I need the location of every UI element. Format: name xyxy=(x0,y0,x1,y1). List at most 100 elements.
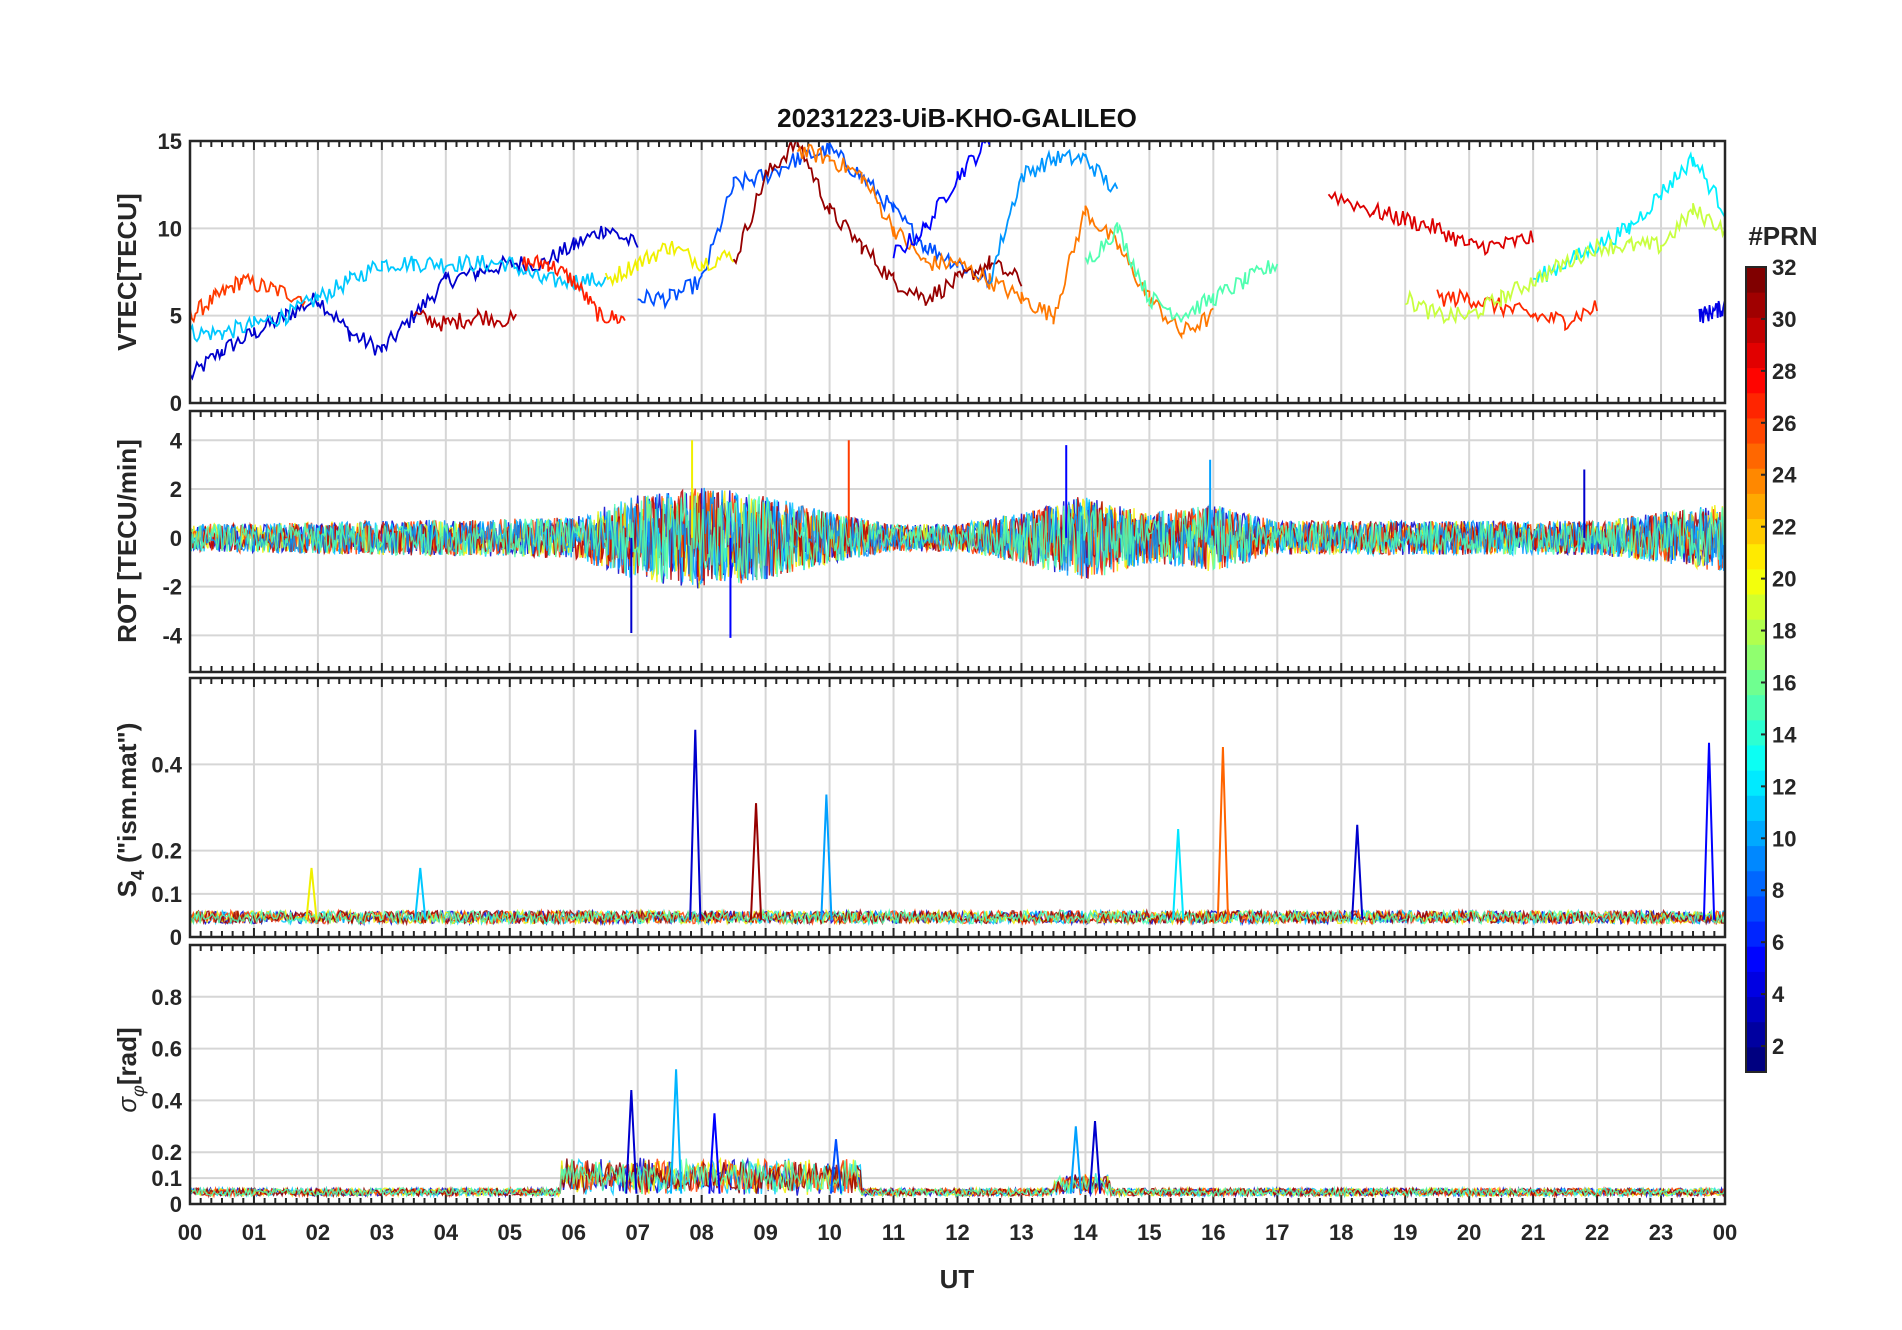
sigma-phi-panel: 00.10.2 0.4 0.6 0.8 00 01 02 03 04 05 06 07 08 09 10 11… xyxy=(151,943,1737,1245)
vtec-series-line xyxy=(604,240,735,287)
x-tick-label: 17 xyxy=(1265,1220,1289,1245)
s4-spike xyxy=(1351,824,1364,920)
vtec-series-line xyxy=(892,141,991,259)
x-tick-label: 09 xyxy=(753,1220,777,1245)
colorbar-tick-label: 14 xyxy=(1772,722,1797,747)
x-tick-label: 13 xyxy=(1009,1220,1033,1245)
colorbar-tick-label: 16 xyxy=(1772,670,1796,695)
sigma-label-main: σ xyxy=(112,1096,142,1113)
x-tick-label: 15 xyxy=(1137,1220,1161,1245)
x-tick-label: 00 xyxy=(1713,1220,1737,1245)
s4-spike xyxy=(820,794,833,920)
panel-frame xyxy=(188,409,1727,674)
vtec-series-line xyxy=(1698,300,1725,324)
y-tick-label: 0 xyxy=(170,526,182,551)
y-tick-label: 0 xyxy=(170,925,182,950)
x-tick-label: 07 xyxy=(625,1220,649,1245)
colorbar-tick-label: 10 xyxy=(1772,826,1796,851)
vtec-series-line xyxy=(1436,287,1598,332)
y-tick-label: 0.1 xyxy=(151,882,182,907)
x-tick-label: 21 xyxy=(1521,1220,1545,1245)
s4-label-sub: 4 xyxy=(128,870,148,880)
colorbar-segment xyxy=(1746,594,1766,620)
s4-spike xyxy=(749,803,763,920)
s4-label-rest: ("ism.mat") xyxy=(112,723,142,870)
rot-series-line xyxy=(190,488,1725,586)
s4-spike xyxy=(1702,742,1716,920)
panel-frame xyxy=(188,943,1727,1206)
s4-spike xyxy=(1216,747,1230,920)
sigma-spike xyxy=(829,1139,843,1194)
colorbar-segment xyxy=(1746,543,1766,570)
y-tick-label: 0.2 xyxy=(151,839,182,864)
colorbar-segment xyxy=(1746,568,1766,595)
colorbar-segment xyxy=(1746,468,1766,494)
y-tick-label: 5 xyxy=(170,304,182,329)
x-tick-label: 00 xyxy=(178,1220,202,1245)
x-tick-label: 01 xyxy=(242,1220,266,1245)
s4-panel: 0 0.1 0.2 0.4 xyxy=(151,676,1727,950)
colorbar-segment xyxy=(1746,443,1766,469)
colorbar-segment xyxy=(1746,694,1766,721)
colorbar-segment xyxy=(1746,996,1766,1023)
colorbar-tick-label: 30 xyxy=(1772,307,1796,332)
colorbar-tick-label: 20 xyxy=(1772,567,1796,592)
panel-frame xyxy=(188,676,1727,939)
colorbar-tick-label: 22 xyxy=(1772,515,1796,540)
colorbar-tick-label: 26 xyxy=(1772,411,1796,436)
vtec-series-line xyxy=(1084,222,1279,323)
vtec-series-line xyxy=(1327,190,1534,256)
sigma-spike xyxy=(708,1113,721,1194)
y-tick-label: 0.4 xyxy=(151,752,182,777)
colorbar-tick-label: 8 xyxy=(1772,878,1784,903)
colorbar-segment xyxy=(1746,267,1766,293)
sigma-spike xyxy=(625,1089,638,1194)
y-tick-label: 0.4 xyxy=(151,1088,182,1113)
panel-frame xyxy=(188,139,1727,405)
sigma-spike xyxy=(1069,1126,1082,1194)
y-tick-label: -2 xyxy=(162,575,182,600)
y-tick-label: 2 xyxy=(170,477,182,502)
y-tick-label: 0.6 xyxy=(151,1037,182,1062)
vtec-series-line xyxy=(190,272,306,324)
sigma-label-sub: φ xyxy=(128,1085,148,1097)
colorbar-segment xyxy=(1746,342,1766,369)
colorbar-segment xyxy=(1746,367,1766,394)
vtec-series-line xyxy=(637,142,991,310)
x-tick-label: 14 xyxy=(1073,1220,1098,1245)
colorbar-segment xyxy=(1746,518,1766,545)
s4-spike xyxy=(1172,829,1185,920)
y-tick-label: 4 xyxy=(170,428,183,453)
vtec-series-line xyxy=(413,307,517,332)
sigma-spike xyxy=(1088,1121,1102,1194)
colorbar-segment xyxy=(1746,946,1766,972)
colorbar-label: #PRN xyxy=(1748,221,1817,251)
colorbar-tick-label: 18 xyxy=(1772,619,1796,644)
y-tick-label: 0 xyxy=(170,391,182,416)
rot-series-line xyxy=(190,491,1725,583)
vtec-series-line xyxy=(521,254,626,325)
colorbar-frame xyxy=(1745,266,1767,1073)
sigma-series-line xyxy=(190,1158,1725,1199)
x-tick-label: 05 xyxy=(498,1220,522,1245)
x-tick-label: 12 xyxy=(945,1220,969,1245)
x-tick-label: 18 xyxy=(1329,1220,1353,1245)
s4-spike xyxy=(689,729,702,920)
colorbar-segment xyxy=(1746,644,1766,670)
vtec-y-axis-label: VTEC[TECU] xyxy=(112,193,142,350)
colorbar-segment xyxy=(1746,921,1766,947)
x-tick-label: 02 xyxy=(306,1220,330,1245)
colorbar-segment xyxy=(1746,719,1766,746)
colorbar-tick-label: 4 xyxy=(1772,982,1785,1007)
s4-series-line xyxy=(190,908,1725,927)
colorbar-segment xyxy=(1746,669,1766,696)
colorbar-segment xyxy=(1746,770,1766,796)
x-tick-label: 04 xyxy=(434,1220,459,1245)
x-tick-label: 10 xyxy=(817,1220,841,1245)
colorbar-segment xyxy=(1746,392,1766,419)
vtec-series-line xyxy=(190,253,607,343)
rot-y-axis-label: ROT [TECU/min] xyxy=(112,439,142,643)
s4-series-line xyxy=(190,908,1725,926)
colorbar-tick-label: 12 xyxy=(1772,774,1796,799)
